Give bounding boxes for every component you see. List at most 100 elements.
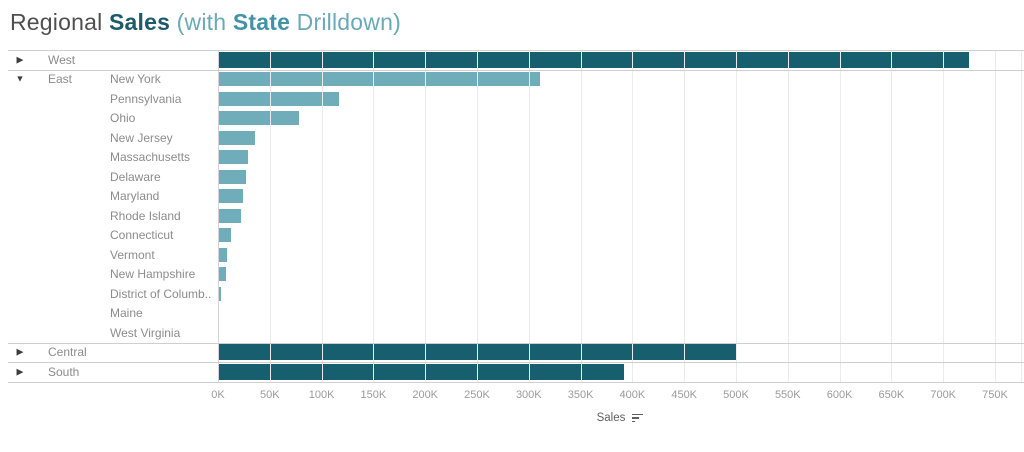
gridline bbox=[684, 50, 686, 382]
row-connecticut: Connecticut bbox=[0, 226, 1024, 246]
sales-bar[interactable] bbox=[218, 150, 249, 165]
sales-bar[interactable] bbox=[218, 51, 970, 68]
gridline bbox=[425, 50, 427, 382]
row-vermont: Vermont bbox=[0, 245, 1024, 265]
gridline bbox=[787, 50, 789, 382]
row-new-york: ▼ East New York bbox=[0, 70, 1024, 90]
axis-tick-label: 450K bbox=[671, 389, 698, 401]
gridline bbox=[321, 50, 323, 382]
axis-tick-label: 0K bbox=[211, 389, 225, 401]
axis-tick-label: 50K bbox=[260, 389, 280, 401]
sales-bar[interactable] bbox=[218, 72, 541, 87]
row-new-hampshire: New Hampshire bbox=[0, 265, 1024, 285]
chart-title: Regional Sales (with State Drilldown) bbox=[10, 6, 401, 38]
state-label[interactable]: Ohio bbox=[110, 111, 136, 126]
row-rhode-island: Rhode Island bbox=[0, 206, 1024, 226]
state-label[interactable]: West Virginia bbox=[110, 325, 181, 340]
state-label[interactable]: Delaware bbox=[110, 169, 161, 184]
sales-bar[interactable] bbox=[218, 111, 299, 126]
axis-tick-label: 300K bbox=[515, 389, 542, 401]
region-label[interactable]: Central bbox=[48, 345, 87, 360]
state-label[interactable]: Rhode Island bbox=[110, 208, 181, 223]
expand-triangle-icon[interactable]: ▶ bbox=[16, 346, 24, 357]
axis-tick-label: 550K bbox=[774, 389, 801, 401]
sales-bar[interactable] bbox=[218, 363, 625, 380]
state-label[interactable]: Massachusetts bbox=[110, 150, 191, 165]
title-segment: Regional bbox=[10, 9, 109, 35]
gridline bbox=[839, 50, 841, 382]
gridline bbox=[632, 50, 634, 382]
sort-descending-icon[interactable] bbox=[632, 413, 644, 423]
row-separator bbox=[8, 381, 1024, 383]
sales-bar[interactable] bbox=[218, 189, 243, 204]
gridline bbox=[269, 50, 271, 382]
gridline bbox=[580, 50, 582, 382]
row-delaware: Delaware bbox=[0, 167, 1024, 187]
axis-tick-label: 250K bbox=[464, 389, 490, 401]
state-label[interactable]: New York bbox=[110, 72, 161, 87]
axis-tick-label: 200K bbox=[412, 389, 439, 401]
row-separator bbox=[8, 342, 1024, 344]
sales-bar[interactable] bbox=[218, 130, 256, 145]
state-label[interactable]: New Jersey bbox=[110, 130, 173, 145]
region-label[interactable]: West bbox=[48, 52, 76, 67]
state-label[interactable]: Connecticut bbox=[110, 228, 174, 243]
gridline bbox=[373, 50, 375, 382]
row-new-jersey: New Jersey bbox=[0, 128, 1024, 148]
gridline bbox=[995, 50, 996, 382]
region-label[interactable]: East bbox=[48, 72, 73, 87]
region-label[interactable]: South bbox=[48, 364, 80, 379]
axis-tick-label: 600K bbox=[826, 389, 853, 401]
state-label[interactable]: District of Columb.. bbox=[110, 286, 212, 301]
axis-tick-label: 400K bbox=[619, 389, 646, 401]
state-label[interactable]: Maryland bbox=[110, 189, 160, 204]
sales-bar[interactable] bbox=[218, 286, 221, 301]
axis-tick-label: 500K bbox=[723, 389, 749, 401]
axis-tick-label: 750K bbox=[982, 389, 1008, 401]
row-separator bbox=[8, 69, 1024, 71]
sales-bar[interactable] bbox=[218, 91, 340, 106]
row-pennsylvania: Pennsylvania bbox=[0, 89, 1024, 109]
gridline bbox=[528, 50, 530, 382]
row-massachusetts: Massachusetts bbox=[0, 148, 1024, 168]
row-central: ▶ Central bbox=[0, 343, 1024, 363]
gridline bbox=[891, 50, 893, 382]
row-west-virginia: West Virginia bbox=[0, 323, 1024, 343]
gridline bbox=[477, 50, 478, 382]
sales-bar[interactable] bbox=[218, 228, 232, 243]
row-south: ▶ South bbox=[0, 362, 1024, 382]
expand-triangle-icon[interactable]: ▶ bbox=[16, 366, 24, 377]
axis-tick-label: 150K bbox=[360, 389, 387, 401]
sales-bar[interactable] bbox=[218, 169, 247, 184]
state-label[interactable]: New Hampshire bbox=[110, 267, 196, 282]
collapse-triangle-icon[interactable]: ▼ bbox=[15, 73, 25, 84]
state-label[interactable]: Pennsylvania bbox=[110, 91, 182, 106]
gridline bbox=[736, 50, 737, 382]
row-separator bbox=[8, 50, 1024, 51]
sales-bar[interactable] bbox=[218, 267, 226, 282]
row-separator bbox=[8, 362, 1024, 363]
row-maryland: Maryland bbox=[0, 187, 1024, 207]
gridline bbox=[218, 50, 219, 382]
row-maine: Maine bbox=[0, 304, 1024, 324]
title-segment: State bbox=[232, 9, 291, 35]
title-segment: (with bbox=[170, 9, 233, 35]
title-segment: Drilldown) bbox=[290, 9, 401, 35]
row-district-of-columb: District of Columb.. bbox=[0, 284, 1024, 304]
axis-title-label: Sales bbox=[596, 412, 626, 424]
plot-area: ▶ West ▼ East New York Pennsylvania Ohio New Je… bbox=[0, 50, 1024, 382]
title-segment: Sales bbox=[108, 9, 171, 35]
expand-triangle-icon[interactable]: ▶ bbox=[16, 54, 24, 65]
row-west: ▶ West bbox=[0, 50, 1024, 70]
axis-tick-label: 700K bbox=[930, 389, 957, 401]
axis-tick-label: 100K bbox=[308, 389, 335, 401]
plot-right-border bbox=[1021, 50, 1022, 382]
sales-bar[interactable] bbox=[218, 247, 228, 262]
axis-title: Sales bbox=[218, 412, 1022, 424]
state-label[interactable]: Maine bbox=[110, 306, 143, 321]
state-label[interactable]: Vermont bbox=[110, 247, 155, 262]
axis-tick-label: 650K bbox=[878, 389, 905, 401]
gridline bbox=[943, 50, 945, 382]
sales-bar[interactable] bbox=[218, 208, 242, 223]
